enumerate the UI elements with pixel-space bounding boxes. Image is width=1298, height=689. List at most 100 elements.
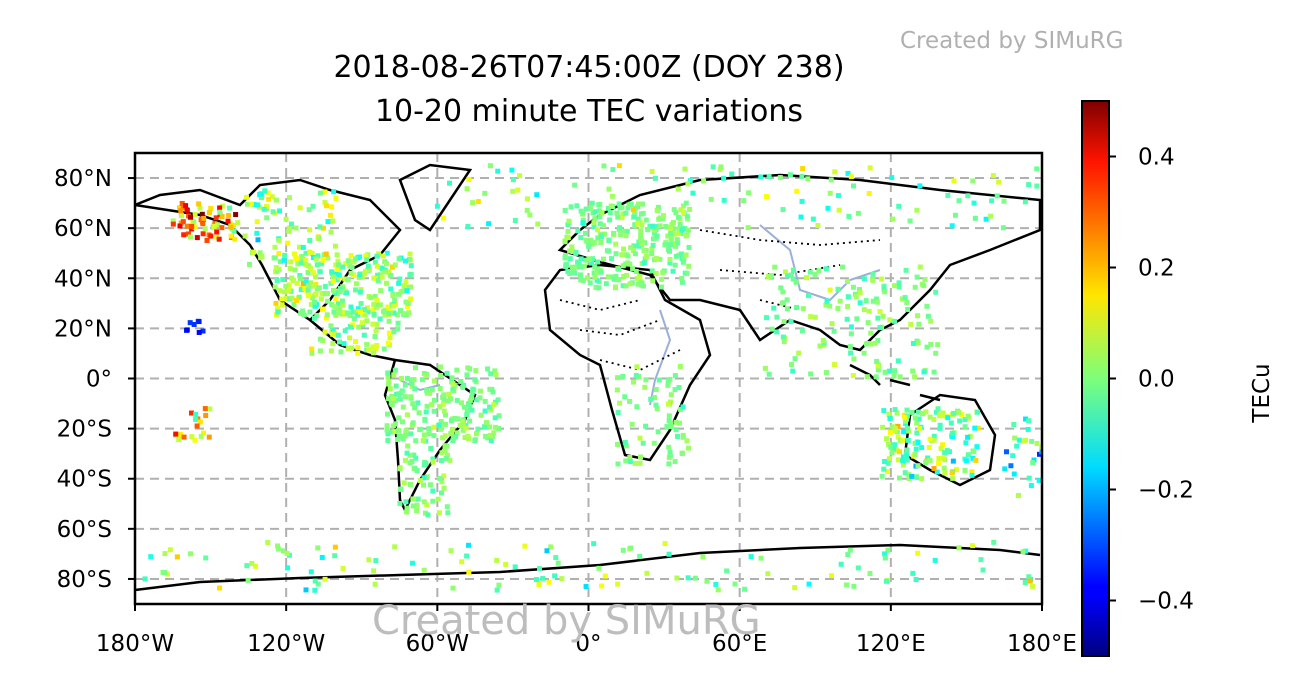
tec-point [931, 369, 937, 375]
tec-point [287, 265, 293, 271]
tec-point [650, 242, 656, 248]
tec-point [332, 243, 338, 249]
tec-point [615, 581, 621, 587]
tec-point [864, 374, 870, 380]
tec-point [330, 328, 336, 334]
tec-point [437, 476, 443, 482]
tec-point [291, 251, 297, 257]
tec-point [429, 401, 435, 407]
tec-point [490, 389, 496, 395]
tec-point [810, 216, 816, 222]
tec-point [203, 555, 209, 561]
tec-point [825, 205, 831, 211]
tec-point [597, 221, 603, 227]
tec-point [780, 334, 786, 340]
tec-point [384, 423, 390, 429]
tec-point [435, 496, 441, 502]
tec-point [410, 503, 416, 509]
x-tick-label: 180°E [1007, 631, 1077, 657]
tec-point [882, 555, 888, 561]
tec-point [503, 561, 509, 567]
tec-point [1034, 440, 1040, 446]
tec-point [874, 299, 880, 305]
tec-point [574, 203, 580, 209]
tec-point [510, 177, 516, 183]
tec-point [328, 280, 334, 286]
tec-point [327, 212, 333, 218]
tec-point [895, 457, 901, 463]
tec-point [536, 581, 542, 587]
tec-point [980, 567, 986, 573]
tec-point [451, 435, 457, 441]
tec-point [188, 551, 194, 557]
tec-point [305, 269, 311, 275]
tec-point [940, 455, 946, 461]
tec-point [332, 331, 338, 337]
tec-point [970, 455, 976, 461]
tec-point [402, 382, 408, 388]
tec-point [649, 246, 655, 252]
tec-point [593, 284, 599, 290]
tec-point [416, 410, 422, 416]
tec-point [883, 436, 889, 442]
tec-point [666, 248, 672, 254]
tec-point [594, 269, 600, 275]
tec-point [390, 396, 396, 402]
tec-point [642, 384, 648, 390]
tec-point [668, 392, 674, 398]
tec-point [861, 307, 867, 313]
tec-point [724, 568, 730, 574]
tec-point [931, 416, 937, 422]
tec-point [674, 575, 680, 581]
tec-point [411, 377, 417, 383]
tec-point [975, 425, 981, 431]
tec-point [816, 268, 822, 274]
tec-point [684, 213, 690, 219]
tec-point [259, 253, 265, 259]
tec-point [374, 263, 380, 269]
tec-point [423, 461, 429, 467]
tec-point [303, 262, 309, 268]
tec-point [591, 220, 597, 226]
tec-point [679, 276, 685, 282]
tec-point [487, 404, 493, 410]
tec-point [297, 205, 303, 211]
tec-point [454, 397, 460, 403]
tec-point [741, 198, 747, 204]
tec-point [261, 206, 267, 212]
tec-point [666, 444, 672, 450]
tec-point [399, 419, 405, 425]
tec-point [280, 548, 286, 554]
tec-point [310, 203, 316, 209]
tec-point [332, 544, 338, 550]
tec-point [619, 215, 625, 221]
tec-point [448, 418, 454, 424]
tec-point [885, 460, 891, 466]
tec-point [370, 307, 376, 313]
tec-point [227, 205, 233, 211]
tec-point [233, 212, 239, 218]
tec-point [228, 233, 234, 239]
tec-point [924, 303, 930, 309]
tec-point [900, 462, 906, 468]
tec-point [316, 236, 322, 242]
tec-point [758, 174, 764, 180]
tec-point [956, 409, 962, 415]
tec-point [666, 461, 672, 467]
tec-point [322, 199, 328, 205]
tec-point [317, 190, 323, 196]
tec-point [886, 456, 892, 462]
tec-point [393, 383, 399, 389]
tec-point [443, 412, 449, 418]
tec-point [656, 377, 662, 383]
tec-point [844, 316, 850, 322]
tec-point [1023, 416, 1029, 422]
tec-point [665, 401, 671, 407]
tec-point [831, 362, 837, 368]
tec-point [806, 293, 812, 299]
tec-point [578, 277, 584, 283]
tec-point [333, 195, 339, 201]
tec-point [877, 309, 883, 315]
x-tick-label: 60°E [712, 631, 767, 657]
tec-point [340, 264, 346, 270]
